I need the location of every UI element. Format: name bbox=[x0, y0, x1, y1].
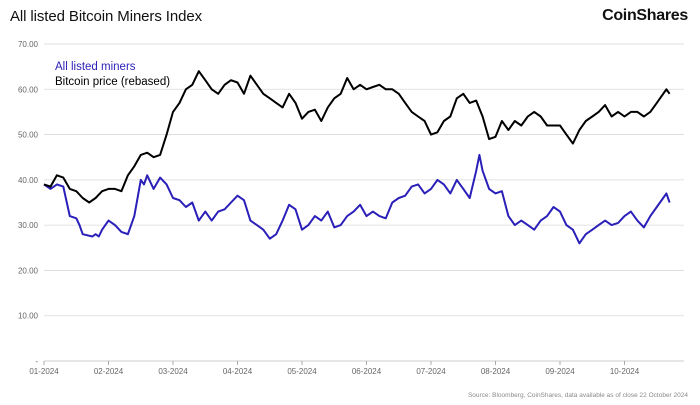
x-tick-label: 09-2024 bbox=[545, 367, 575, 376]
x-tick-label: 06-2024 bbox=[352, 367, 382, 376]
brand-logo: CoinShares bbox=[602, 7, 688, 24]
y-tick-label: 70.00 bbox=[18, 40, 39, 49]
series-line-miners bbox=[43, 153, 671, 245]
legend-entry-bitcoin: Bitcoin price (rebased) bbox=[55, 76, 170, 88]
grid-layer bbox=[44, 43, 684, 362]
chart-title: All listed Bitcoin Miners Index bbox=[10, 8, 202, 25]
y-tick-label: - bbox=[35, 357, 38, 366]
series-line-bitcoin bbox=[43, 70, 671, 204]
x-tick-label: 05-2024 bbox=[287, 367, 317, 376]
source-note: Source: Bloomberg, CoinShares, data avai… bbox=[467, 392, 688, 399]
axis-layer: - 10.00 20.00 30.00 40.00 50.00 60.00 70.00 01-2… bbox=[18, 40, 640, 376]
x-tick-label: 01-2024 bbox=[29, 367, 59, 376]
x-tick-label: 10-2024 bbox=[610, 367, 640, 376]
x-tick-label: 08-2024 bbox=[481, 367, 511, 376]
y-tick-label: 10.00 bbox=[18, 312, 39, 321]
series-layer bbox=[43, 70, 671, 245]
x-tick-label: 07-2024 bbox=[416, 367, 446, 376]
x-tick-label: 03-2024 bbox=[158, 367, 188, 376]
x-tick-label: 02-2024 bbox=[94, 367, 124, 376]
y-tick-label: 50.00 bbox=[18, 131, 39, 140]
x-tick-label: 04-2024 bbox=[223, 367, 253, 376]
y-tick-label: 20.00 bbox=[18, 266, 39, 275]
legend: All listed miners Bitcoin price (rebased) bbox=[55, 61, 170, 88]
legend-entry-miners: All listed miners bbox=[55, 61, 136, 73]
y-tick-label: 30.00 bbox=[18, 221, 39, 230]
y-tick-label: 60.00 bbox=[18, 85, 39, 94]
y-tick-label: 40.00 bbox=[18, 176, 39, 185]
